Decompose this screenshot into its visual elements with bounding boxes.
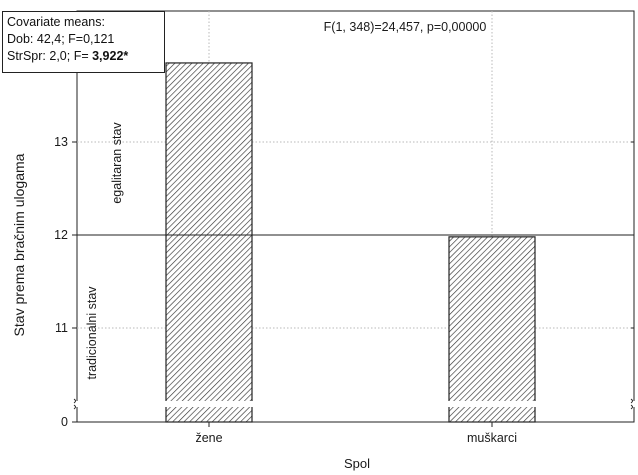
x-axis-label: Spol: [344, 456, 370, 471]
bar-1: [448, 236, 536, 423]
bar-0: [165, 62, 253, 423]
x-axis-ticks: žene muškarci: [195, 422, 517, 445]
y-axis-label: Stav prema bračnim ulogama: [11, 153, 27, 336]
covariate-line-strspr: StrSpr: 2,0; F= 3,922*: [7, 48, 160, 65]
covariate-strspr-f-value: 3,922*: [92, 49, 129, 63]
bars: [165, 62, 536, 423]
y-tick-label-0: 0: [61, 415, 68, 429]
axis-break-mark-0: [73, 398, 76, 410]
covariate-title: Covariate means:: [7, 15, 105, 29]
covariate-strspr-prefix: StrSpr: 2,0; F=: [7, 49, 93, 63]
covariate-line-dob: Dob: 42,4; F=0,121: [7, 32, 115, 46]
y-tick-label-11: 11: [55, 321, 68, 335]
y-tick-label-12: 12: [54, 228, 68, 242]
chart-title: F(1, 348)=24,457, p=0,00000: [324, 20, 487, 34]
x-tick-label-0: žene: [195, 431, 222, 445]
y-tick-label-13: 13: [54, 135, 68, 149]
region-label-upper: egalitaran stav: [110, 122, 124, 204]
covariate-means-box: Covariate means: Dob: 42,4; F=0,121 StrS…: [2, 11, 165, 73]
region-label-lower: tradicionalni stav: [85, 286, 99, 380]
axis-break-gap: [71, 401, 638, 407]
axis-break-mark-1: [630, 398, 633, 410]
x-tick-label-1: muškarci: [467, 431, 517, 445]
axis-break-marks: [71, 398, 638, 423]
y-axis-ticks: 0 11 12 13: [54, 135, 634, 429]
